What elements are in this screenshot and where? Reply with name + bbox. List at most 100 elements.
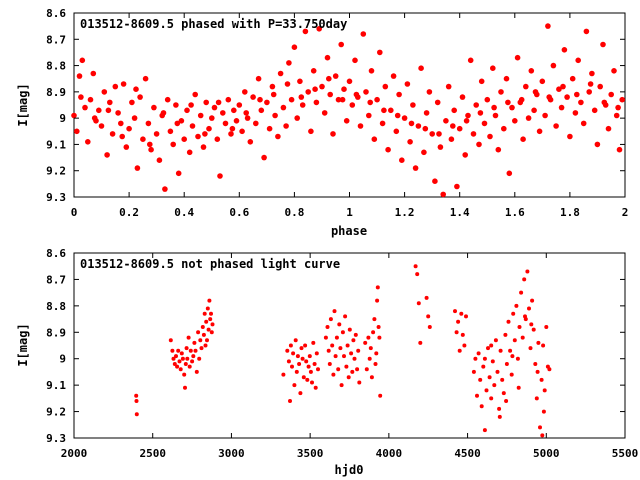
data-point bbox=[332, 73, 339, 79]
data-point bbox=[368, 346, 373, 351]
x-tick-label: 5000 bbox=[533, 447, 560, 460]
phased-data-points bbox=[71, 23, 625, 198]
data-point bbox=[294, 115, 301, 121]
data-point bbox=[270, 91, 277, 98]
data-point bbox=[456, 319, 461, 324]
data-point bbox=[184, 346, 189, 351]
data-point bbox=[497, 406, 502, 411]
x-tick-label: 3500 bbox=[297, 447, 324, 460]
data-point bbox=[129, 99, 135, 106]
data-point bbox=[473, 356, 478, 361]
data-point bbox=[191, 354, 196, 359]
x-tick-label: 1 bbox=[346, 206, 353, 219]
data-point bbox=[337, 322, 342, 327]
data-point bbox=[277, 70, 284, 77]
data-point bbox=[408, 120, 415, 127]
data-point bbox=[300, 356, 305, 361]
data-point bbox=[514, 303, 519, 308]
data-point bbox=[178, 118, 185, 124]
data-point bbox=[503, 75, 510, 82]
data-point bbox=[206, 327, 211, 332]
x-tick-label: 2 bbox=[622, 206, 629, 219]
data-point bbox=[615, 104, 621, 111]
data-point bbox=[525, 269, 530, 274]
data-point bbox=[90, 70, 97, 77]
data-point bbox=[343, 118, 350, 124]
y-axis-label: I[mag] bbox=[16, 83, 30, 126]
x-tick-label: 5500 bbox=[612, 447, 639, 460]
data-point bbox=[310, 380, 314, 385]
x-axis-label: phase bbox=[331, 224, 367, 238]
data-point bbox=[396, 91, 402, 98]
data-point bbox=[183, 362, 188, 366]
x-tick-label: 0.6 bbox=[229, 206, 249, 219]
data-point bbox=[418, 340, 423, 345]
data-point bbox=[325, 325, 330, 329]
data-point bbox=[202, 131, 208, 137]
phased-light-curve-panel: 0 0.2 0.4 0.6 0.8 1 1.2 1.4 1.6 1.8 2 8.6 8.7 8.8 8.9… bbox=[16, 7, 628, 238]
data-point bbox=[145, 120, 152, 127]
data-point bbox=[269, 83, 276, 90]
data-point bbox=[422, 125, 429, 132]
data-point bbox=[492, 383, 497, 388]
data-point bbox=[471, 369, 476, 374]
data-point bbox=[338, 41, 345, 48]
data-point bbox=[153, 131, 160, 137]
data-point bbox=[531, 107, 537, 114]
data-point bbox=[520, 335, 525, 340]
data-point bbox=[187, 364, 192, 369]
data-point bbox=[482, 356, 487, 361]
data-point bbox=[514, 54, 521, 61]
data-point bbox=[170, 141, 176, 148]
data-point bbox=[314, 351, 319, 356]
data-point bbox=[487, 375, 492, 380]
data-point bbox=[291, 351, 296, 356]
x-tick-label: 4000 bbox=[376, 447, 403, 460]
data-point bbox=[445, 83, 452, 90]
data-point bbox=[515, 356, 520, 361]
data-point bbox=[190, 359, 195, 364]
data-point bbox=[523, 83, 529, 90]
data-point bbox=[586, 89, 592, 95]
data-point bbox=[294, 369, 299, 374]
data-point bbox=[79, 57, 86, 64]
data-point bbox=[346, 375, 351, 380]
data-point bbox=[281, 372, 286, 377]
data-point bbox=[376, 325, 381, 329]
data-point bbox=[290, 364, 294, 369]
data-point bbox=[188, 348, 193, 353]
data-point bbox=[366, 335, 371, 340]
x-tick-label: 2000 bbox=[61, 447, 88, 460]
data-point bbox=[357, 123, 364, 129]
data-point bbox=[407, 139, 413, 145]
data-point bbox=[321, 110, 328, 116]
data-point bbox=[134, 399, 139, 403]
data-point bbox=[307, 354, 312, 359]
data-point bbox=[304, 359, 309, 364]
data-point bbox=[536, 340, 541, 345]
data-point bbox=[401, 115, 408, 121]
data-point bbox=[233, 118, 240, 124]
data-point bbox=[531, 327, 536, 332]
data-point bbox=[523, 314, 527, 319]
data-point bbox=[195, 133, 201, 140]
data-point bbox=[305, 377, 310, 382]
data-point bbox=[107, 99, 113, 106]
data-point bbox=[375, 298, 380, 303]
data-point bbox=[229, 125, 236, 132]
data-point bbox=[457, 348, 462, 353]
data-point bbox=[338, 346, 343, 351]
data-point bbox=[450, 123, 456, 129]
data-point bbox=[288, 399, 292, 403]
data-point bbox=[87, 96, 94, 103]
data-point bbox=[436, 131, 442, 137]
data-point bbox=[541, 343, 546, 348]
data-point bbox=[497, 414, 502, 419]
data-point bbox=[253, 120, 259, 127]
data-point bbox=[473, 102, 480, 108]
data-point bbox=[209, 330, 214, 335]
data-point bbox=[498, 348, 503, 353]
data-point bbox=[297, 362, 302, 366]
data-point bbox=[140, 136, 146, 142]
data-point bbox=[501, 125, 507, 132]
